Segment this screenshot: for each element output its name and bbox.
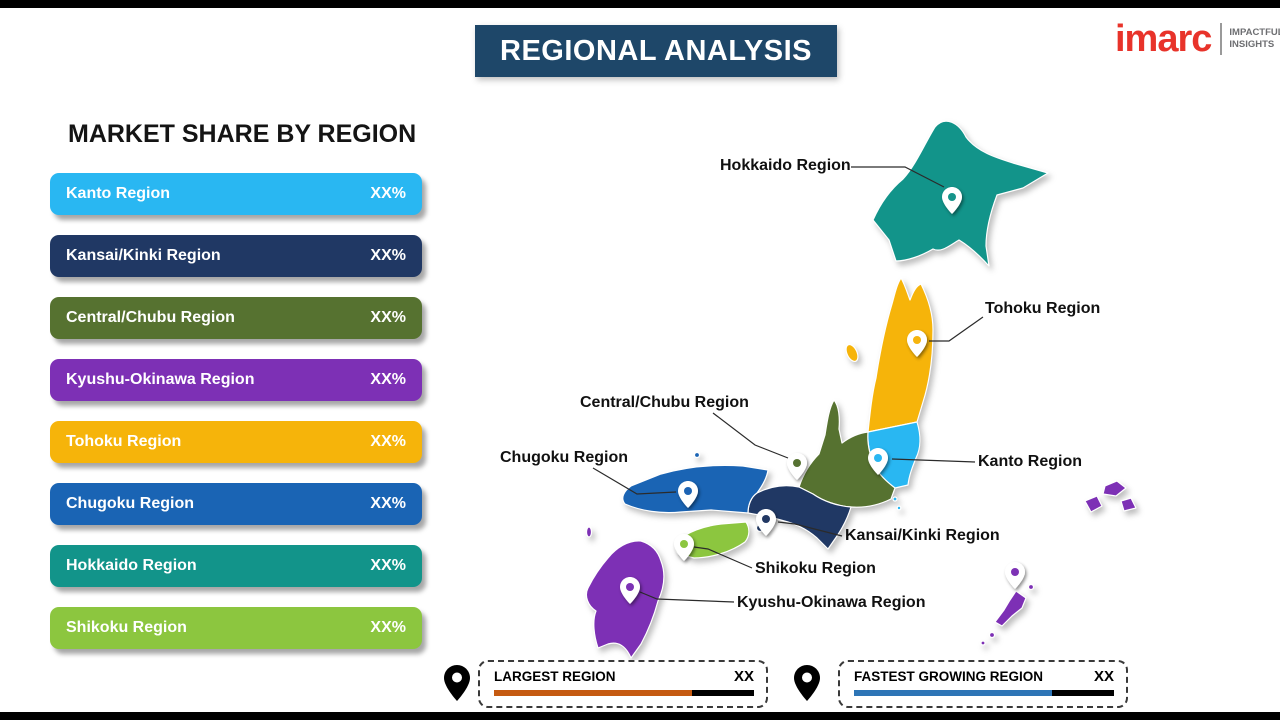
map-island-amami-3	[1120, 497, 1137, 512]
bar-value: XX%	[370, 371, 406, 388]
bar-value: XX%	[370, 309, 406, 326]
bar-label: Shikoku Region	[66, 619, 187, 636]
pin-hokkaido	[942, 187, 962, 214]
bar-label: Hokkaido Region	[66, 557, 197, 574]
callout-line-kanto	[891, 458, 976, 463]
map-label-tohoku: Tohoku Region	[985, 300, 1101, 317]
map-island-okinawa-main	[994, 590, 1027, 627]
bar-kanto: Kanto Region XX%	[50, 173, 422, 215]
map-island-amami-1	[1102, 480, 1127, 497]
pin-kansai	[756, 509, 776, 536]
imarc-logo: imarc IMPACTFUL INSIGHTS	[1115, 20, 1280, 58]
largest-region-pin-icon	[443, 664, 471, 707]
map-island-oki	[693, 451, 701, 459]
page-title: REGIONAL ANALYSIS	[475, 25, 837, 77]
map-label-kyushu: Kyushu-Okinawa Region	[737, 594, 926, 611]
fastest-growing-value: XX	[1093, 668, 1114, 685]
bar-label: Kyushu-Okinawa Region	[66, 371, 255, 388]
fastest-growing-label: FASTEST GROWING REGION	[854, 669, 1044, 684]
bar-chugoku: Chugoku Region XX%	[50, 483, 422, 525]
map-region-tohoku	[867, 277, 934, 433]
bottom-border-strip	[0, 712, 1280, 720]
bar-kansai: Kansai/Kinki Region XX%	[50, 235, 422, 277]
map-label-shikoku: Shikoku Region	[755, 560, 876, 577]
fastest-growing-bar	[854, 690, 1114, 696]
callout-line-shikoku	[693, 546, 753, 569]
pin-chubu	[787, 453, 807, 480]
largest-region-label: LARGEST REGION	[494, 669, 616, 684]
bar-value: XX%	[370, 247, 406, 264]
bar-label: Chugoku Region	[66, 495, 194, 512]
map-island-okinawa-dot-2	[988, 631, 996, 639]
fastest-growing-bar-primary	[854, 690, 1053, 696]
map-island-okinawa-dot-3	[980, 640, 986, 646]
map-label-kanto: Kanto Region	[978, 453, 1082, 470]
fastest-growing-legend: FASTEST GROWING REGION XX	[838, 660, 1128, 708]
bar-value: XX%	[370, 185, 406, 202]
imarc-logo-text: imarc	[1115, 18, 1212, 60]
pin-okinawa	[1005, 562, 1025, 589]
bar-value: XX%	[370, 433, 406, 450]
callout-line-kyushu	[639, 591, 735, 603]
bar-kyushu: Kyushu-Okinawa Region XX%	[50, 359, 422, 401]
map-label-chubu: Central/Chubu Region	[580, 394, 749, 411]
bar-value: XX%	[370, 619, 406, 636]
japan-map	[585, 120, 1137, 659]
bar-shikoku: Shikoku Region XX%	[50, 607, 422, 649]
fastest-growing-bar-secondary	[1052, 690, 1114, 696]
map-island-sado	[845, 343, 859, 363]
map-region-shikoku	[674, 521, 750, 559]
bar-tohoku: Tohoku Region XX%	[50, 421, 422, 463]
map-region-kyushu	[585, 540, 665, 659]
pin-chugoku	[678, 481, 698, 508]
pin-kanto	[868, 448, 888, 475]
pin-shikoku	[674, 534, 694, 561]
map-pins	[620, 187, 1025, 604]
market-share-bar-list: Kanto Region XX% Kansai/Kinki Region XX%…	[50, 173, 422, 669]
market-share-heading: MARKET SHARE BY REGION	[68, 120, 417, 148]
logo-divider	[1220, 23, 1223, 55]
logo-tagline-line1: IMPACTFUL	[1229, 27, 1280, 39]
bar-hokkaido: Hokkaido Region XX%	[50, 545, 422, 587]
callout-line-tohoku	[929, 316, 984, 342]
pin-kyushu	[620, 577, 640, 604]
map-island-amami-2	[1084, 495, 1103, 513]
bar-chubu: Central/Chubu Region XX%	[50, 297, 422, 339]
map-label-hokkaido: Hokkaido Region	[720, 157, 851, 174]
bar-value: XX%	[370, 557, 406, 574]
pin-tohoku	[907, 330, 927, 357]
logo-tagline-line2: INSIGHTS	[1229, 39, 1275, 50]
bar-label: Central/Chubu Region	[66, 309, 235, 326]
callout-line-chubu	[712, 412, 789, 459]
largest-region-bar-primary	[494, 690, 693, 696]
callout-line-hokkaido	[851, 166, 945, 188]
largest-region-bar-secondary	[692, 690, 754, 696]
map-island-izu-2	[896, 505, 902, 511]
map-island-izu-1	[892, 496, 898, 502]
callout-line-kansai	[777, 521, 843, 537]
map-label-chugoku: Chugoku Region	[500, 449, 628, 466]
largest-region-legend: LARGEST REGION XX	[478, 660, 768, 708]
largest-region-bar	[494, 690, 754, 696]
map-label-kansai: Kansai/Kinki Region	[845, 527, 1000, 544]
callout-line-chugoku	[592, 467, 677, 495]
largest-region-value: XX	[733, 668, 754, 685]
bar-label: Kansai/Kinki Region	[66, 247, 221, 264]
top-border-strip	[0, 0, 1280, 8]
logo-tagline: IMPACTFUL INSIGHTS	[1229, 27, 1280, 51]
bar-label: Tohoku Region	[66, 433, 182, 450]
bar-label: Kanto Region	[66, 185, 170, 202]
map-island-okinawa-dot-1	[1027, 583, 1035, 591]
bar-value: XX%	[370, 495, 406, 512]
map-island-tsushima	[585, 526, 593, 538]
map-callout-lines	[592, 166, 984, 603]
fastest-growing-pin-icon	[793, 664, 821, 707]
